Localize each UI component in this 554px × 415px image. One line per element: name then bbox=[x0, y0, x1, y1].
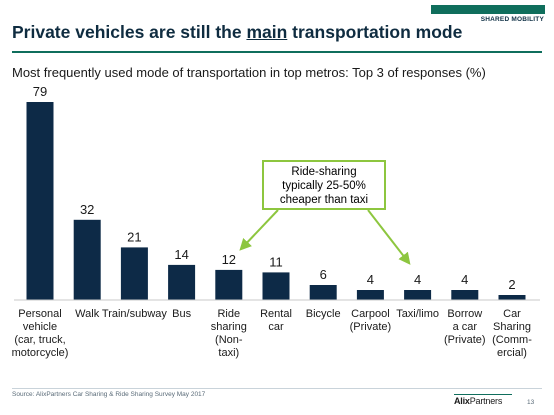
category-label: Ride bbox=[217, 308, 240, 320]
category-label: sharing bbox=[211, 321, 247, 333]
bar-value-label: 11 bbox=[269, 254, 283, 269]
category-label: Walk bbox=[75, 308, 100, 320]
source-note: Source: AlixPartners Car Sharing & Ride … bbox=[12, 391, 206, 398]
bar bbox=[404, 290, 432, 300]
logo-part-b: Partners bbox=[469, 396, 503, 406]
bar-value-label: 4 bbox=[367, 272, 374, 287]
bar-value-label: 32 bbox=[80, 202, 94, 217]
bar bbox=[168, 264, 196, 300]
category-label: Train/subway bbox=[102, 308, 168, 320]
category-label: Carpool bbox=[351, 308, 390, 320]
bar bbox=[309, 285, 337, 300]
category-label: a car bbox=[453, 321, 478, 333]
bar bbox=[356, 290, 384, 300]
bar-value-label: 14 bbox=[174, 247, 188, 262]
bar-value-label: 2 bbox=[508, 277, 515, 292]
category-label: (Private) bbox=[350, 321, 392, 333]
bar-value-label: 12 bbox=[222, 252, 236, 267]
bar-value-label: 4 bbox=[461, 272, 468, 287]
callout-arrow-left bbox=[239, 209, 279, 251]
category-label: (Private) bbox=[444, 334, 486, 346]
callout-line: Ride-sharing bbox=[291, 166, 357, 178]
page-title: Private vehicles are still the main tran… bbox=[12, 22, 462, 43]
bar bbox=[451, 290, 479, 300]
bar bbox=[262, 272, 290, 300]
bar bbox=[215, 269, 243, 300]
category-label: car bbox=[268, 321, 284, 333]
section-tag: SHARED MOBILITY bbox=[480, 16, 544, 23]
category-label: Bus bbox=[172, 308, 191, 320]
title-part-2: transportation mode bbox=[287, 22, 463, 42]
footer-rule bbox=[12, 388, 542, 389]
category-label: ercial) bbox=[497, 347, 527, 359]
category-label: Sharing bbox=[493, 321, 531, 333]
callout-box: Ride-sharing typically 25-50% cheaper th… bbox=[262, 160, 386, 210]
category-label: (Comm- bbox=[492, 334, 532, 346]
category-label: motorcycle) bbox=[12, 347, 69, 359]
callout-arrow-right bbox=[367, 209, 411, 265]
company-logo: AlixPartners bbox=[454, 396, 502, 406]
logo-part-a: Alix bbox=[454, 396, 470, 406]
callout-line: typically 25-50% bbox=[282, 180, 366, 192]
bar-value-label: 4 bbox=[414, 272, 421, 287]
category-label: Borrow bbox=[447, 308, 482, 320]
category-label: (Non- bbox=[215, 334, 243, 346]
category-label: (car, truck, bbox=[14, 334, 65, 346]
category-label: taxi) bbox=[218, 347, 239, 359]
category-label: vehicle bbox=[23, 321, 57, 333]
bar bbox=[73, 219, 101, 300]
category-label: Bicycle bbox=[306, 308, 341, 320]
callout-line: cheaper than taxi bbox=[279, 194, 369, 206]
bar bbox=[498, 295, 526, 300]
title-emphasis: main bbox=[246, 22, 288, 42]
bar-value-label: 21 bbox=[127, 229, 141, 244]
logo-rule bbox=[454, 394, 512, 395]
brand-bar bbox=[431, 5, 545, 14]
category-label: Taxi/limo bbox=[396, 308, 439, 320]
bar-value-label: 79 bbox=[33, 84, 47, 99]
bar bbox=[120, 247, 148, 300]
page-number: 13 bbox=[527, 399, 535, 406]
category-label: Rental bbox=[260, 308, 292, 320]
category-label: Car bbox=[503, 308, 521, 320]
category-label: Personal bbox=[18, 308, 61, 320]
title-part-1: Private vehicles are still the bbox=[12, 22, 247, 42]
bar bbox=[26, 102, 54, 300]
title-rule bbox=[12, 51, 542, 53]
chart-subtitle: Most frequently used mode of transportat… bbox=[12, 65, 486, 80]
bar-value-label: 6 bbox=[320, 267, 327, 282]
